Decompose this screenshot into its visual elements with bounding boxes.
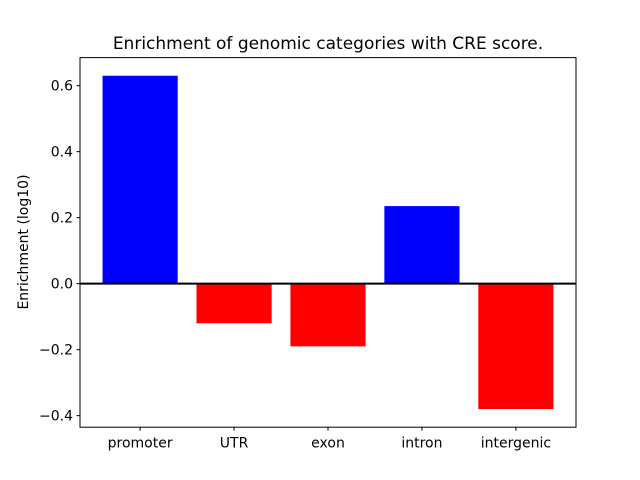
y-tick-label: 0.6 bbox=[51, 79, 73, 95]
y-tick-label: −0.2 bbox=[39, 343, 73, 359]
x-tick-label-intron: intron bbox=[401, 436, 442, 452]
y-tick-label: −0.4 bbox=[39, 409, 73, 425]
x-tick-label-exon: exon bbox=[311, 436, 345, 452]
y-tick-label: 0.2 bbox=[51, 211, 73, 227]
x-tick-label-UTR: UTR bbox=[220, 436, 249, 452]
x-tick-label-promoter: promoter bbox=[108, 436, 173, 452]
chart-title: Enrichment of genomic categories with CR… bbox=[112, 34, 544, 54]
bar-UTR bbox=[196, 283, 272, 324]
bar-exon bbox=[290, 283, 366, 347]
bar-promoter bbox=[102, 75, 178, 284]
bar-intergenic bbox=[478, 283, 554, 410]
y-tick-label: 0.0 bbox=[51, 277, 73, 293]
y-tick-label: 0.4 bbox=[51, 145, 73, 161]
x-tick-label-intergenic: intergenic bbox=[481, 436, 551, 452]
bar-intron bbox=[384, 206, 460, 284]
